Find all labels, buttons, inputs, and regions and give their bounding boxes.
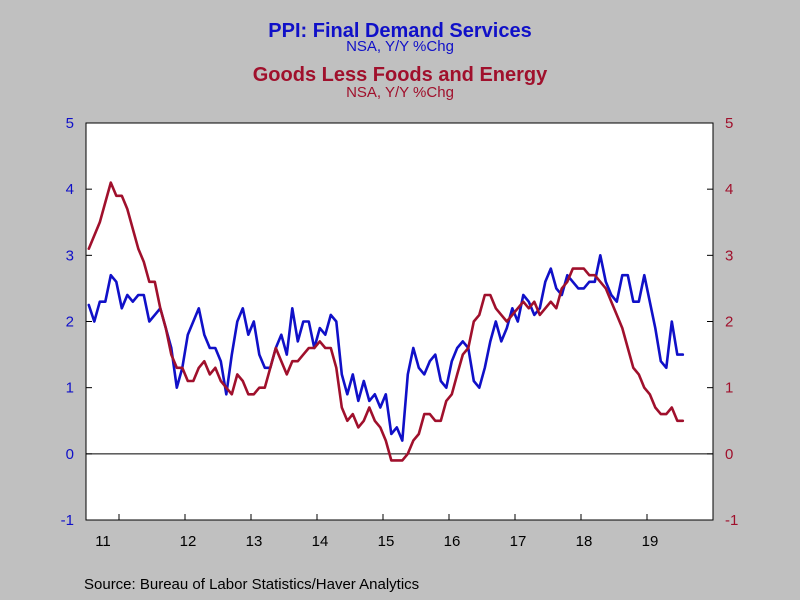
y-tick-label-left: -1 xyxy=(61,512,74,529)
chart-subtitle-services: NSA, Y/Y %Chg xyxy=(346,38,454,55)
x-tick-label: 15 xyxy=(378,533,395,550)
chart-title-goods: Goods Less Foods and Energy xyxy=(252,64,548,86)
x-tick-label: 14 xyxy=(312,533,329,550)
y-tick-label-right: 4 xyxy=(725,181,733,198)
y-tick-label-left: 5 xyxy=(66,115,74,132)
y-tick-label-right: 3 xyxy=(725,247,733,264)
x-tick-label: 16 xyxy=(444,533,461,550)
x-tick-label: 18 xyxy=(576,533,593,550)
series-line-services xyxy=(87,254,685,442)
y-tick-label-left: 3 xyxy=(66,247,74,264)
y-tick-label-left: 2 xyxy=(66,314,74,331)
y-tick-label-right: 5 xyxy=(725,115,733,132)
chart-subtitle-goods: NSA, Y/Y %Chg xyxy=(346,84,454,101)
y-tick-label-right: 1 xyxy=(725,380,733,397)
x-tick-label: 12 xyxy=(180,533,197,550)
y-tick-label-left: 4 xyxy=(66,181,74,198)
y-tick-label-right: 0 xyxy=(725,446,733,463)
series-line-goods xyxy=(87,181,685,462)
source-note: Source: Bureau of Labor Statistics/Haver… xyxy=(84,576,420,593)
x-tick-label: 11 xyxy=(95,533,111,550)
chart-title-services: PPI: Final Demand Services xyxy=(268,20,532,42)
x-tick-label: 13 xyxy=(246,533,263,550)
y-tick-label-right: 2 xyxy=(725,314,733,331)
y-tick-label-left: 1 xyxy=(66,380,74,397)
x-tick-label: 19 xyxy=(642,533,659,550)
y-tick-label-left: 0 xyxy=(66,446,74,463)
x-tick-label: 17 xyxy=(510,533,527,550)
y-tick-label-right: -1 xyxy=(725,512,738,529)
